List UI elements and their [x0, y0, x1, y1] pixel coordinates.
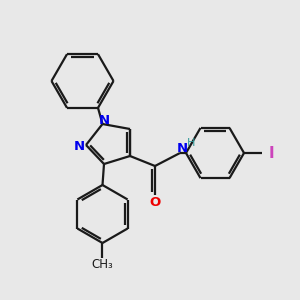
- Text: I: I: [268, 146, 274, 160]
- Text: N: N: [74, 140, 85, 154]
- Text: CH₃: CH₃: [92, 257, 113, 271]
- Text: N: N: [177, 142, 188, 155]
- Text: N: N: [99, 115, 110, 128]
- Text: H: H: [187, 138, 195, 148]
- Text: O: O: [149, 196, 161, 208]
